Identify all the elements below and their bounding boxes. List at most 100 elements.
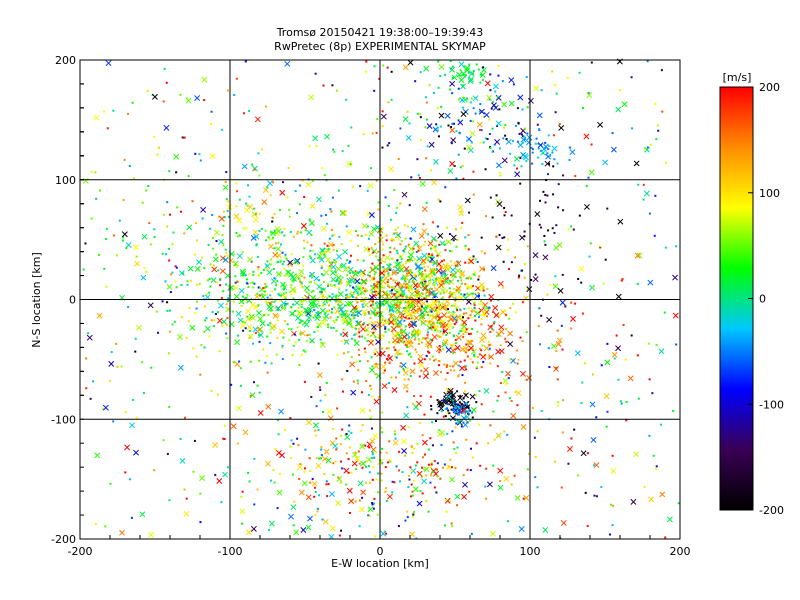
data-point-dot	[472, 107, 475, 110]
data-point-dot	[404, 237, 407, 240]
data-point-dot	[478, 275, 481, 278]
data-point-dot	[201, 217, 204, 220]
data-point-dot	[458, 308, 461, 311]
data-point-dot	[499, 480, 502, 483]
data-point-dot	[630, 334, 633, 337]
data-point-dot	[327, 282, 330, 285]
data-point-dot	[502, 260, 505, 263]
data-point-cross	[324, 133, 331, 140]
data-point-cross	[461, 493, 468, 500]
data-point-dot	[416, 112, 419, 115]
data-point-dot	[398, 294, 401, 297]
data-point-dot	[428, 358, 431, 361]
data-point-dot	[431, 268, 434, 271]
data-point-dot	[381, 226, 384, 229]
data-point-dot	[380, 319, 383, 322]
data-point-cross	[356, 309, 362, 316]
data-point-cross	[546, 316, 553, 323]
data-point-cross	[567, 446, 573, 452]
data-point-dot	[487, 442, 490, 445]
data-point-cross	[173, 153, 180, 160]
data-point-dot	[149, 243, 152, 246]
data-point-dot	[427, 510, 430, 513]
data-point-dot	[569, 225, 572, 228]
data-point-cross	[402, 64, 409, 71]
data-point-dot	[541, 152, 544, 155]
data-point-dot	[459, 276, 462, 279]
data-point-dot	[403, 378, 406, 381]
data-point-cross	[580, 450, 587, 457]
data-point-dot	[415, 351, 418, 354]
data-point-dot	[487, 306, 490, 309]
data-point-dot	[491, 150, 494, 153]
data-point-dot	[397, 234, 400, 237]
data-point-dot	[474, 393, 477, 396]
data-point-dot	[417, 300, 420, 303]
data-point-dot	[388, 440, 391, 443]
data-point-dot	[599, 245, 602, 248]
data-point-dot	[373, 273, 376, 276]
data-point-dot	[364, 351, 367, 354]
data-point-dot	[351, 185, 354, 188]
data-point-dot	[444, 327, 447, 330]
data-point-cross	[325, 256, 332, 263]
data-point-dot	[522, 135, 525, 138]
data-point-cross	[289, 286, 296, 293]
data-point-dot	[490, 107, 493, 110]
data-point-dot	[413, 273, 416, 276]
data-point-cross	[627, 375, 634, 382]
data-point-dot	[398, 352, 401, 355]
data-point-dot	[322, 410, 325, 413]
data-point-dot	[478, 110, 481, 113]
data-point-cross	[134, 260, 141, 267]
data-point-cross	[462, 481, 468, 488]
data-point-dot	[543, 234, 546, 237]
data-point-dot	[308, 218, 311, 221]
data-point-dot	[115, 254, 118, 257]
data-point-dot	[459, 314, 462, 317]
data-point-cross	[230, 423, 237, 430]
data-point-dot	[265, 264, 268, 267]
data-point-dot	[541, 163, 544, 166]
data-point-cross	[402, 116, 409, 123]
data-point-dot	[279, 243, 282, 246]
data-point-dot	[381, 125, 384, 128]
data-point-cross	[589, 401, 596, 408]
data-point-cross	[250, 525, 257, 532]
data-point-dot	[419, 394, 422, 397]
data-point-dot	[510, 483, 513, 486]
data-point-cross	[339, 210, 346, 216]
data-point-dot	[246, 293, 249, 296]
data-point-dot	[411, 490, 414, 493]
data-point-dot	[404, 247, 407, 250]
data-point-dot	[516, 107, 519, 110]
data-point-dot	[418, 176, 421, 179]
data-point-dot	[426, 333, 429, 336]
data-point-dot	[334, 271, 337, 274]
data-point-dot	[507, 248, 510, 251]
data-point-dot	[430, 463, 433, 466]
data-point-dot	[269, 331, 272, 334]
data-point-dot	[168, 170, 171, 173]
data-point-dot	[540, 409, 543, 412]
data-point-dot	[277, 314, 280, 317]
data-point-dot	[468, 490, 471, 493]
data-point-dot	[394, 355, 397, 358]
data-point-cross	[218, 215, 225, 222]
data-point-cross	[307, 306, 314, 313]
data-point-dot	[247, 184, 250, 187]
data-point-cross	[211, 266, 218, 273]
data-point-cross	[421, 252, 428, 259]
colorbar-label: [m/s]	[723, 71, 752, 84]
data-point-dot	[214, 473, 217, 476]
data-point-cross	[373, 363, 380, 370]
data-point-cross	[247, 333, 254, 340]
data-point-dot	[201, 256, 204, 259]
data-point-dot	[448, 233, 451, 236]
data-point-dot	[414, 258, 417, 261]
data-point-dot	[496, 365, 499, 368]
data-point-dot	[332, 326, 335, 329]
data-point-cross	[419, 313, 426, 320]
data-point-dot	[570, 301, 573, 304]
